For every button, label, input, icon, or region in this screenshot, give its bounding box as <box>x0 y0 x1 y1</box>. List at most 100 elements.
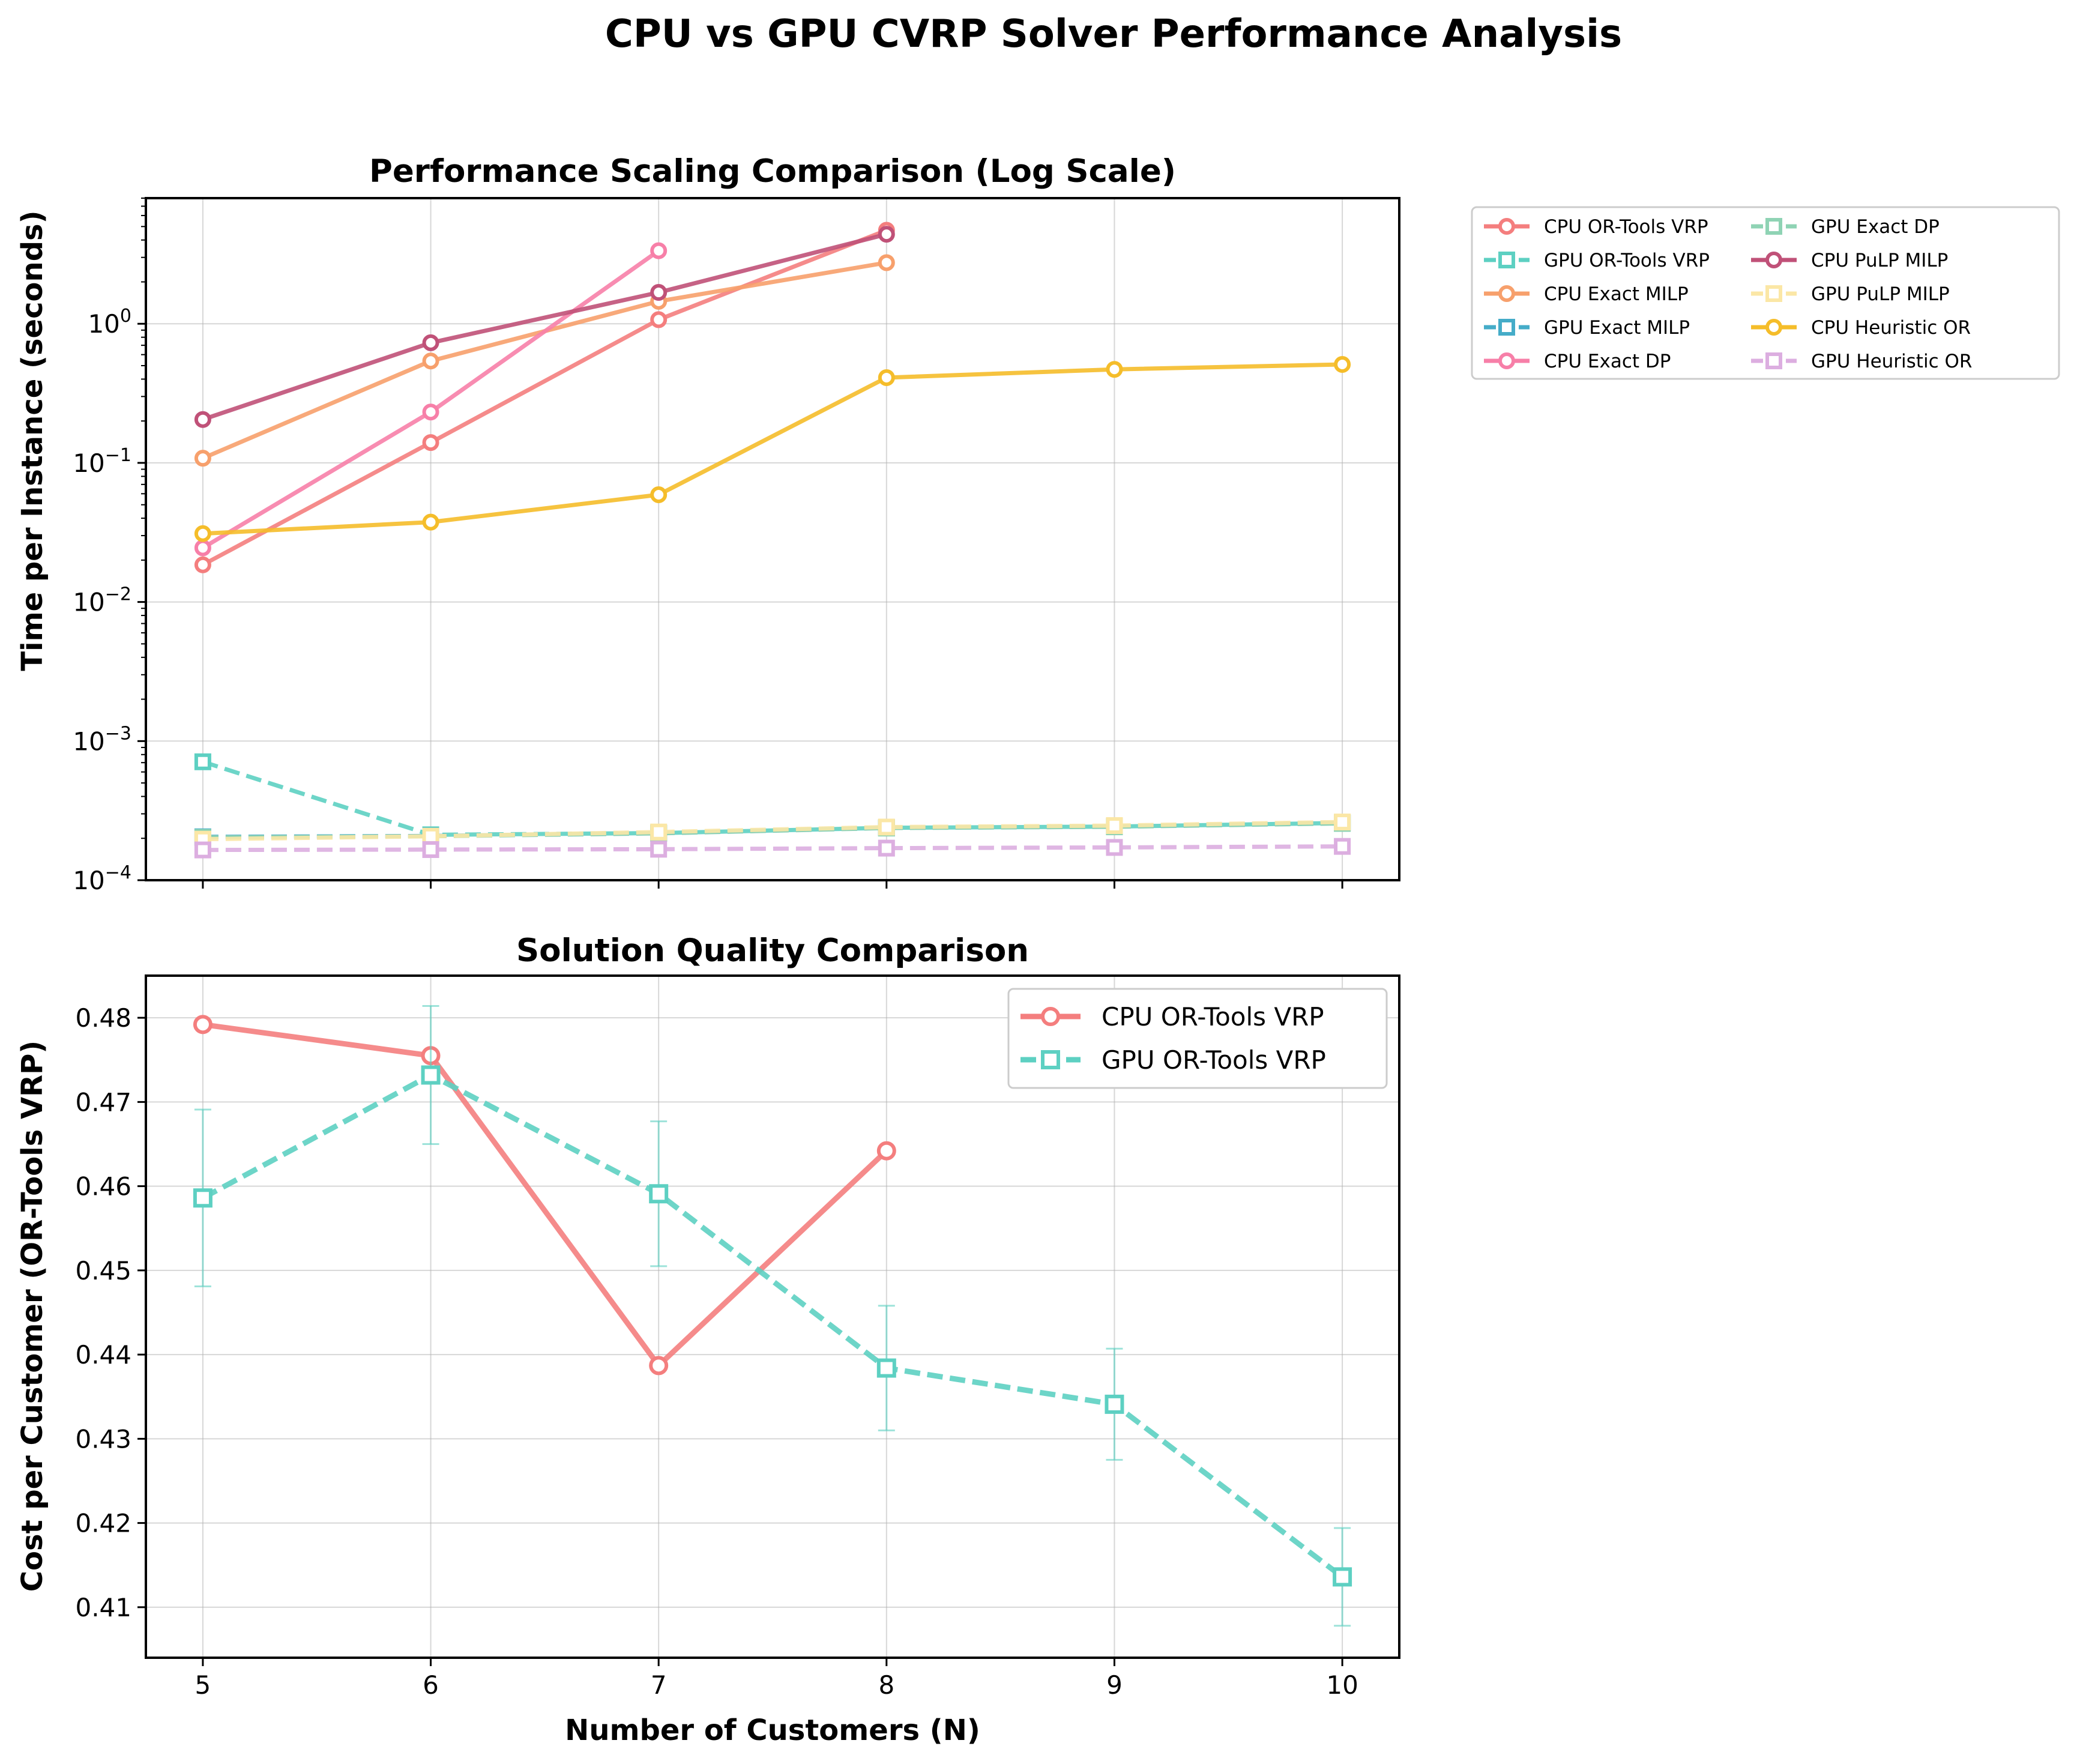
data-point-gpu-pulp-milp <box>1106 817 1123 835</box>
data-point-gpu-heuristic-or <box>194 841 211 859</box>
legend-marker-cpu-heuristic-or <box>1765 319 1782 336</box>
y-tick-label: 10−3 <box>73 723 131 756</box>
solution-quality-chart: Solution Quality Comparison Cost per Cus… <box>16 932 1400 1747</box>
data-point-gpu-heuristic-or <box>878 839 895 857</box>
data-point-cpu-pulp-milp <box>878 226 895 243</box>
x-tick-label: 10 <box>1326 1670 1358 1700</box>
data-point-cpu-exact-milp <box>422 352 439 370</box>
axis-ticks: 5 6 7 8 9 10 0.41 0.42 0.43 0.44 0.45 0.46 0.47 0.48 <box>75 1003 1358 1700</box>
series-lines <box>194 222 1351 859</box>
axis-ticks: 10−4 10−3 10−2 10−1 100 <box>73 198 1343 895</box>
y-tick-label: 0.43 <box>75 1424 131 1454</box>
data-point-gpu-pulp-milp <box>422 827 439 845</box>
legend-marker-gpu-heuristic-or <box>1765 352 1782 369</box>
y-tick-label: 10−4 <box>73 862 131 895</box>
data-point-cpu-heuristic-or <box>1334 355 1351 373</box>
y-tick-label: 0.45 <box>75 1256 131 1285</box>
gridlines <box>146 976 1399 1658</box>
data-point-cpu-exact-dp <box>194 539 211 557</box>
y-tick-label: 10−2 <box>73 584 131 617</box>
data-point-gpu-pulp-milp <box>878 818 895 836</box>
legend-label-gpu-pulp-milp: GPU PuLP MILP <box>1811 283 1950 305</box>
performance-scaling-chart: Performance Scaling Comparison (Log Scal… <box>16 153 2060 895</box>
x-tick-label: 6 <box>423 1670 439 1700</box>
legend-label-cpu-exact-dp: CPU Exact DP <box>1544 351 1671 372</box>
legend-marker-cpu-or-tools-vrp <box>1498 218 1515 235</box>
data-point-cpu-pulp-milp <box>650 284 668 301</box>
data-point-gpu-or-tools-vrp <box>1333 1567 1352 1587</box>
data-point-cpu-exact-milp <box>878 254 895 271</box>
series-line-cpu-pulp-milp <box>202 232 887 422</box>
legend-marker-cpu-exact-milp <box>1498 285 1515 302</box>
legend: CPU OR-Tools VRP GPU OR-Tools VRP CPU Exac… <box>1471 206 2060 380</box>
legend-marker-gpu-exact-milp <box>1498 319 1515 336</box>
data-point-cpu-exact-milp <box>194 450 211 467</box>
legend-label-cpu-heuristic-or: CPU Heuristic OR <box>1811 317 1971 339</box>
legend-label-gpu-heuristic-or: GPU Heuristic OR <box>1811 351 1972 372</box>
chart-title: Solution Quality Comparison <box>516 932 1029 969</box>
data-point-gpu-heuristic-or <box>422 841 439 859</box>
y-tick-label: 0.42 <box>75 1509 131 1538</box>
legend-marker-gpu-or-tools-vrp <box>1498 252 1515 268</box>
legend-label-gpu-or-tools-vrp: GPU OR-Tools VRP <box>1544 250 1710 271</box>
figure-title: CPU vs GPU CVRP Solver Performance Analy… <box>605 12 1622 56</box>
legend-label-cpu-or-tools-vrp: CPU OR-Tools VRP <box>1102 1002 1324 1032</box>
series-line-gpu-heuristic-or <box>202 844 1343 853</box>
y-axis-label: Cost per Customer (OR-Tools VRP) <box>16 1041 49 1592</box>
legend-box <box>1007 988 1388 1089</box>
data-point-cpu-heuristic-or <box>194 525 211 542</box>
series-line-cpu-heuristic-or <box>202 362 1343 536</box>
data-point-gpu-pulp-milp <box>1334 814 1351 831</box>
y-tick-label: 0.47 <box>75 1087 131 1117</box>
x-tick-label: 7 <box>651 1670 667 1700</box>
data-point-cpu-or-tools-vrp <box>650 311 668 328</box>
data-point-gpu-or-tools-vrp <box>1105 1394 1124 1414</box>
x-tick-label: 9 <box>1106 1670 1123 1700</box>
data-point-cpu-or-tools-vrp <box>876 1141 896 1161</box>
data-point-gpu-or-tools-vrp <box>194 753 211 770</box>
data-point-gpu-or-tools-vrp <box>421 1065 441 1085</box>
series-lines <box>193 1004 1352 1627</box>
legend: CPU OR-Tools VRP GPU OR-Tools VRP <box>1007 988 1388 1089</box>
plot-frame <box>145 974 1400 1659</box>
data-point-cpu-or-tools-vrp <box>193 1015 213 1035</box>
y-tick-label: 10−1 <box>73 445 131 478</box>
data-point-gpu-pulp-milp <box>650 823 668 841</box>
series-line-gpu-pulp-milp <box>202 820 1343 842</box>
chart-title: Performance Scaling Comparison (Log Scal… <box>369 153 1176 190</box>
legend-marker-cpu-exact-dp <box>1498 352 1515 369</box>
data-point-gpu-or-tools-vrp <box>193 1188 213 1208</box>
data-point-cpu-or-tools-vrp <box>649 1356 669 1376</box>
y-tick-label: 0.41 <box>75 1593 131 1622</box>
legend-label-cpu-or-tools-vrp: CPU OR-Tools VRP <box>1544 216 1708 238</box>
series-line-gpu-or-tools-vrp <box>201 1072 1344 1579</box>
legend-label-gpu-exact-dp: GPU Exact DP <box>1811 216 1940 238</box>
data-point-gpu-heuristic-or <box>1334 838 1351 855</box>
legend-label-gpu-exact-milp: GPU Exact MILP <box>1544 317 1690 339</box>
legend-marker-cpu-pulp-milp <box>1765 252 1782 268</box>
y-tick-label: 0.46 <box>75 1172 131 1201</box>
legend-label-cpu-exact-milp: CPU Exact MILP <box>1544 283 1689 305</box>
data-point-cpu-or-tools-vrp <box>194 556 211 573</box>
y-tick-label: 0.48 <box>75 1003 131 1033</box>
data-point-cpu-pulp-milp <box>194 411 211 428</box>
y-axis-label: Time per Instance (seconds) <box>16 210 49 671</box>
data-point-cpu-pulp-milp <box>422 334 439 351</box>
legend-marker-gpu-or-tools-vrp <box>1041 1050 1060 1069</box>
data-point-gpu-heuristic-or <box>1106 839 1123 856</box>
data-point-gpu-or-tools-vrp <box>649 1184 669 1204</box>
data-point-gpu-heuristic-or <box>650 841 668 858</box>
legend-label-cpu-pulp-milp: CPU PuLP MILP <box>1811 250 1948 271</box>
legend-marker-gpu-pulp-milp <box>1765 285 1782 302</box>
legend-marker-gpu-exact-dp <box>1765 218 1782 235</box>
data-point-gpu-or-tools-vrp <box>876 1358 896 1378</box>
x-tick-label: 5 <box>195 1670 211 1700</box>
x-tick-label: 8 <box>878 1670 894 1700</box>
series-line-cpu-or-tools-vrp <box>202 1021 888 1368</box>
series-line-cpu-or-tools-vrp <box>202 228 888 567</box>
y-tick-label: 100 <box>88 306 131 339</box>
data-point-cpu-heuristic-or <box>422 513 439 531</box>
data-point-cpu-heuristic-or <box>878 369 895 386</box>
plot-frame <box>145 197 1400 881</box>
